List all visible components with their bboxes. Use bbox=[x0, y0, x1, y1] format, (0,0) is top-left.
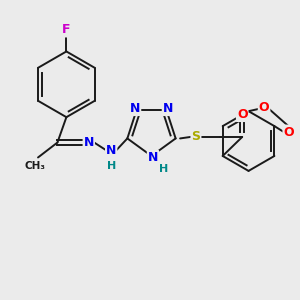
Text: N: N bbox=[148, 151, 158, 164]
Text: N: N bbox=[84, 136, 94, 149]
Text: N: N bbox=[163, 102, 173, 115]
Text: N: N bbox=[106, 143, 116, 157]
Text: CH₃: CH₃ bbox=[25, 161, 46, 171]
Text: O: O bbox=[284, 126, 294, 139]
Text: O: O bbox=[237, 108, 247, 121]
Text: N: N bbox=[130, 102, 140, 115]
Text: F: F bbox=[62, 23, 70, 37]
Text: S: S bbox=[191, 130, 200, 143]
Text: H: H bbox=[159, 164, 169, 173]
Text: H: H bbox=[106, 160, 116, 170]
Text: O: O bbox=[259, 101, 269, 114]
